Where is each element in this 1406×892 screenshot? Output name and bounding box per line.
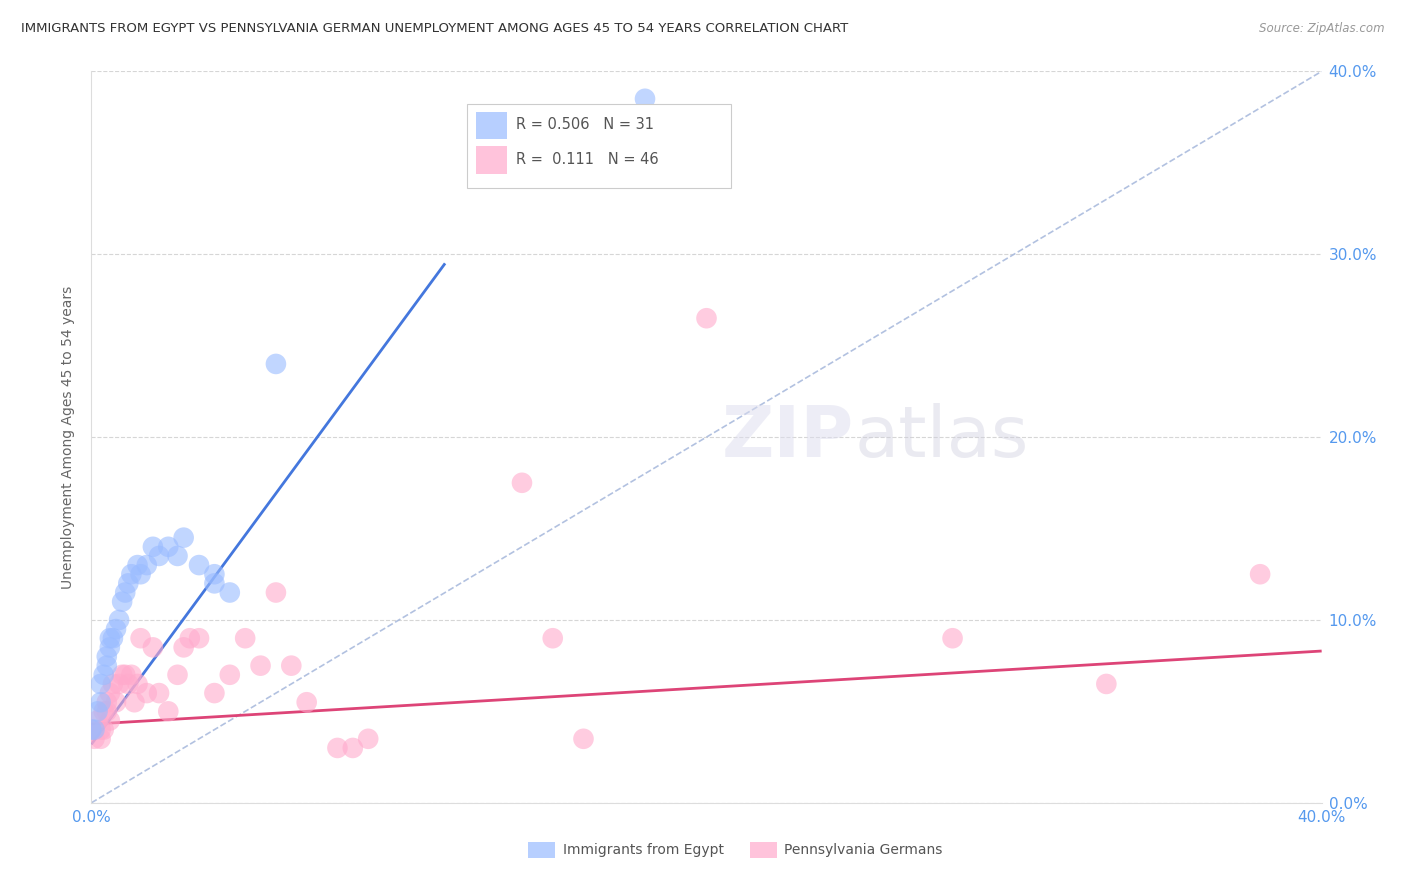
Point bbox=[166, 549, 188, 563]
FancyBboxPatch shape bbox=[467, 104, 731, 188]
Point bbox=[188, 558, 211, 573]
Point bbox=[96, 658, 118, 673]
Point bbox=[83, 731, 105, 746]
Point bbox=[96, 705, 118, 719]
Point bbox=[218, 585, 240, 599]
Point bbox=[101, 677, 124, 691]
Point bbox=[108, 677, 131, 691]
Point bbox=[98, 714, 121, 728]
Point bbox=[541, 632, 564, 646]
Point bbox=[1095, 677, 1118, 691]
Point bbox=[124, 695, 146, 709]
Point bbox=[90, 677, 112, 691]
Point bbox=[148, 686, 170, 700]
Bar bbox=[477, 112, 508, 139]
Point bbox=[510, 475, 533, 490]
Bar bbox=[529, 841, 555, 858]
Point bbox=[93, 723, 115, 737]
Point bbox=[135, 686, 157, 700]
Point bbox=[142, 540, 165, 554]
Point bbox=[120, 567, 142, 582]
Text: atlas: atlas bbox=[853, 402, 1029, 472]
Text: IMMIGRANTS FROM EGYPT VS PENNSYLVANIA GERMAN UNEMPLOYMENT AMONG AGES 45 TO 54 YE: IMMIGRANTS FROM EGYPT VS PENNSYLVANIA GE… bbox=[21, 22, 848, 36]
Point bbox=[120, 667, 142, 681]
Bar bbox=[749, 841, 776, 858]
Point bbox=[93, 705, 115, 719]
Point bbox=[93, 667, 115, 681]
Point bbox=[264, 585, 287, 599]
Point bbox=[135, 558, 157, 573]
Point bbox=[188, 632, 211, 646]
Point bbox=[166, 667, 188, 681]
Point bbox=[280, 658, 302, 673]
Point bbox=[157, 540, 180, 554]
Point bbox=[96, 649, 118, 664]
Point bbox=[86, 714, 108, 728]
Point bbox=[148, 549, 170, 563]
Point bbox=[264, 357, 287, 371]
Point bbox=[83, 723, 105, 737]
Text: R = 0.506   N = 31: R = 0.506 N = 31 bbox=[516, 117, 654, 132]
Point bbox=[572, 731, 595, 746]
Point bbox=[90, 731, 112, 746]
Point bbox=[357, 731, 380, 746]
Text: Pennsylvania Germans: Pennsylvania Germans bbox=[785, 843, 942, 856]
Point bbox=[111, 594, 134, 608]
Text: R =  0.111   N = 46: R = 0.111 N = 46 bbox=[516, 152, 658, 167]
Point bbox=[111, 667, 134, 681]
Point bbox=[342, 740, 364, 755]
Point bbox=[105, 622, 127, 636]
Point bbox=[202, 686, 225, 700]
Point bbox=[127, 558, 149, 573]
Point bbox=[218, 667, 240, 681]
Text: Immigrants from Egypt: Immigrants from Egypt bbox=[562, 843, 724, 856]
Point bbox=[634, 92, 657, 106]
Point bbox=[98, 686, 121, 700]
Point bbox=[105, 695, 127, 709]
Point bbox=[326, 740, 349, 755]
Point bbox=[129, 632, 152, 646]
Point bbox=[179, 632, 201, 646]
Text: ZIP: ZIP bbox=[721, 402, 853, 472]
Point bbox=[98, 640, 121, 655]
Point bbox=[127, 677, 149, 691]
Point bbox=[1249, 567, 1271, 582]
Point bbox=[96, 695, 118, 709]
Point bbox=[142, 640, 165, 655]
Point bbox=[86, 705, 108, 719]
Point bbox=[157, 705, 180, 719]
Point bbox=[117, 576, 139, 591]
Point bbox=[101, 632, 124, 646]
Text: Source: ZipAtlas.com: Source: ZipAtlas.com bbox=[1260, 22, 1385, 36]
Point bbox=[233, 632, 256, 646]
Point bbox=[90, 695, 112, 709]
Point bbox=[295, 695, 318, 709]
Point bbox=[129, 567, 152, 582]
Point bbox=[114, 585, 136, 599]
Point bbox=[98, 632, 121, 646]
Y-axis label: Unemployment Among Ages 45 to 54 years: Unemployment Among Ages 45 to 54 years bbox=[62, 285, 76, 589]
Point bbox=[942, 632, 965, 646]
Point bbox=[80, 723, 103, 737]
Point bbox=[80, 723, 103, 737]
Point bbox=[114, 667, 136, 681]
Point bbox=[117, 677, 139, 691]
Point bbox=[249, 658, 271, 673]
Point bbox=[696, 311, 718, 326]
Point bbox=[90, 723, 112, 737]
Point bbox=[108, 613, 131, 627]
Point bbox=[202, 576, 225, 591]
Bar bbox=[477, 146, 508, 174]
Point bbox=[173, 531, 195, 545]
Point bbox=[173, 640, 195, 655]
Point bbox=[202, 567, 225, 582]
